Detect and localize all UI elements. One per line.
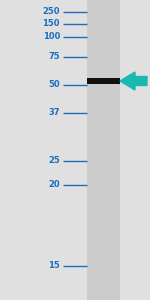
Text: 25: 25 [48, 156, 60, 165]
Bar [87, 0, 120, 300]
Text: 20: 20 [48, 180, 60, 189]
Bar [87, 78, 120, 84]
Text: 150: 150 [42, 20, 60, 28]
FancyArrow shape [120, 72, 147, 90]
Text: 100: 100 [43, 32, 60, 41]
Text: 75: 75 [48, 52, 60, 62]
Text: 37: 37 [48, 108, 60, 117]
Text: 250: 250 [42, 8, 60, 16]
Text: 15: 15 [48, 261, 60, 270]
Text: 50: 50 [48, 80, 60, 89]
